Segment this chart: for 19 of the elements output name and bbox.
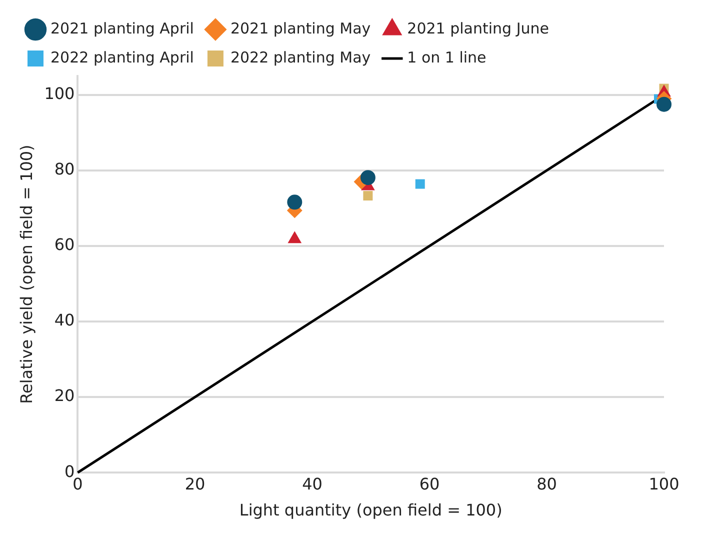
x-tick-label: 100 xyxy=(648,474,680,494)
legend-label: 2022 planting April xyxy=(50,48,194,66)
x-tick-label: 60 xyxy=(419,474,440,494)
y-tick-label: 0 xyxy=(64,462,75,481)
legend-label: 2021 planting April xyxy=(50,19,194,38)
y-tick-label: 100 xyxy=(44,84,75,104)
y-tick-label: 60 xyxy=(54,235,75,254)
x-tick-label: 40 xyxy=(302,474,322,494)
x-tick-label: 80 xyxy=(536,474,557,494)
legend-label: 2021 planting June xyxy=(407,19,549,38)
x-axis-title: Light quantity (open field = 100) xyxy=(239,500,502,520)
y-tick-label: 80 xyxy=(54,160,75,179)
x-tick-label: 20 xyxy=(184,474,206,494)
legend-label: 2022 planting May xyxy=(230,48,371,66)
y-axis-title: Relative yield (open field = 100) xyxy=(16,144,36,404)
legend-label: 2021 planting May xyxy=(230,19,371,38)
y-tick-label: 40 xyxy=(54,310,75,330)
legend-label: 1 on 1 line xyxy=(407,48,486,66)
y-tick-label: 20 xyxy=(54,386,75,406)
